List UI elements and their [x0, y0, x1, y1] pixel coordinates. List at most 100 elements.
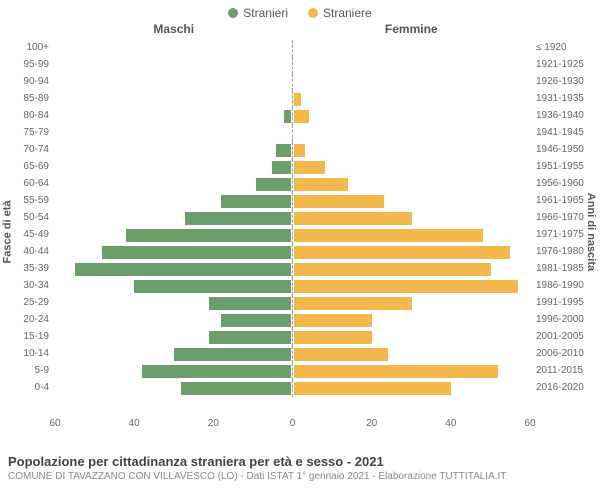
- age-label: 30-34: [1, 280, 49, 291]
- bar-female: [293, 331, 372, 344]
- birth-label: 1996-2000: [536, 314, 598, 325]
- bar-female: [293, 212, 412, 225]
- pyramid-row: 55-591961-1965: [55, 193, 530, 210]
- bar-female: [293, 144, 305, 157]
- age-label: 80-84: [1, 110, 49, 121]
- bar-female: [293, 178, 348, 191]
- bar-female: [293, 42, 294, 55]
- legend-item-male: Stranieri: [228, 6, 288, 20]
- birth-label: 1941-1945: [536, 127, 598, 138]
- legend-label-female: Straniere: [323, 6, 372, 20]
- pyramid-row: 25-291991-1995: [55, 295, 530, 312]
- bar-male: [284, 110, 292, 123]
- birth-label: 1926-1930: [536, 76, 598, 87]
- bar-female: [293, 280, 518, 293]
- bar-male: [272, 161, 292, 174]
- age-label: 100+: [1, 42, 49, 53]
- pyramid-row: 100+≤ 1920: [55, 40, 530, 57]
- bar-female: [293, 246, 510, 259]
- plot-area: 100+≤ 192095-991921-192590-941926-193085…: [55, 40, 530, 414]
- age-label: 90-94: [1, 76, 49, 87]
- pyramid-row: 5-92011-2015: [55, 363, 530, 380]
- bar-male: [75, 263, 292, 276]
- birth-label: 2006-2010: [536, 348, 598, 359]
- bar-male: [209, 297, 292, 310]
- birth-label: 1956-1960: [536, 178, 598, 189]
- pyramid-row: 80-841936-1940: [55, 108, 530, 125]
- pyramid-row: 30-341986-1990: [55, 278, 530, 295]
- pyramid-row: 75-791941-1945: [55, 125, 530, 142]
- x-tick: 20: [366, 418, 377, 429]
- age-label: 55-59: [1, 195, 49, 206]
- age-label: 50-54: [1, 212, 49, 223]
- chart-title: Popolazione per cittadinanza straniera p…: [8, 454, 592, 469]
- birth-label: ≤ 1920: [536, 42, 598, 53]
- bar-female: [293, 365, 498, 378]
- x-tick: 20: [208, 418, 219, 429]
- bar-female: [293, 59, 294, 72]
- birth-label: 2016-2020: [536, 382, 598, 393]
- age-label: 45-49: [1, 229, 49, 240]
- legend-swatch-male: [228, 8, 238, 18]
- pyramid-row: 65-691951-1955: [55, 159, 530, 176]
- bar-female: [293, 297, 412, 310]
- x-axis: 6040200204060: [55, 418, 530, 432]
- pyramid-row: 15-192001-2005: [55, 329, 530, 346]
- header-female: Femmine: [293, 22, 531, 36]
- bar-male: [142, 365, 292, 378]
- birth-label: 1991-1995: [536, 297, 598, 308]
- bar-female: [293, 263, 491, 276]
- bar-male: [209, 331, 292, 344]
- age-label: 35-39: [1, 263, 49, 274]
- footer: Popolazione per cittadinanza straniera p…: [8, 454, 592, 482]
- bar-male: [291, 59, 292, 72]
- age-label: 25-29: [1, 297, 49, 308]
- birth-label: 1931-1935: [536, 93, 598, 104]
- pyramid-row: 95-991921-1925: [55, 57, 530, 74]
- legend-label-male: Stranieri: [243, 6, 288, 20]
- pyramid-row: 10-142006-2010: [55, 346, 530, 363]
- bar-male: [185, 212, 292, 225]
- birth-label: 1986-1990: [536, 280, 598, 291]
- birth-label: 1936-1940: [536, 110, 598, 121]
- pyramid-row: 0-42016-2020: [55, 380, 530, 397]
- age-label: 10-14: [1, 348, 49, 359]
- bar-female: [293, 195, 384, 208]
- age-label: 75-79: [1, 127, 49, 138]
- bar-male: [174, 348, 293, 361]
- column-headers: Maschi Femmine: [0, 22, 600, 36]
- age-label: 60-64: [1, 178, 49, 189]
- x-tick: 60: [524, 418, 535, 429]
- x-tick: 60: [49, 418, 60, 429]
- bar-female: [293, 127, 294, 140]
- pyramid-row: 85-891931-1935: [55, 91, 530, 108]
- birth-label: 2001-2005: [536, 331, 598, 342]
- birth-label: 1971-1975: [536, 229, 598, 240]
- chart-subtitle: COMUNE DI TAVAZZANO CON VILLAVESCO (LO) …: [8, 471, 592, 482]
- birth-label: 1961-1965: [536, 195, 598, 206]
- age-label: 85-89: [1, 93, 49, 104]
- pyramid-row: 70-741946-1950: [55, 142, 530, 159]
- birth-label: 1966-1970: [536, 212, 598, 223]
- bar-female: [293, 229, 483, 242]
- bar-male: [221, 314, 292, 327]
- pyramid-row: 60-641956-1960: [55, 176, 530, 193]
- age-label: 40-44: [1, 246, 49, 257]
- legend-item-female: Straniere: [308, 6, 372, 20]
- bar-female: [293, 161, 325, 174]
- birth-label: 1981-1985: [536, 263, 598, 274]
- bar-male: [256, 178, 292, 191]
- age-label: 65-69: [1, 161, 49, 172]
- birth-label: 1946-1950: [536, 144, 598, 155]
- age-label: 15-19: [1, 331, 49, 342]
- age-label: 70-74: [1, 144, 49, 155]
- pyramid-row: 90-941926-1930: [55, 74, 530, 91]
- legend-swatch-female: [308, 8, 318, 18]
- pyramid-row: 50-541966-1970: [55, 210, 530, 227]
- bar-female: [293, 382, 451, 395]
- bar-male: [291, 93, 292, 106]
- bar-female: [293, 93, 301, 106]
- pyramid-row: 40-441976-1980: [55, 244, 530, 261]
- legend: Stranieri Straniere: [0, 0, 600, 22]
- age-label: 20-24: [1, 314, 49, 325]
